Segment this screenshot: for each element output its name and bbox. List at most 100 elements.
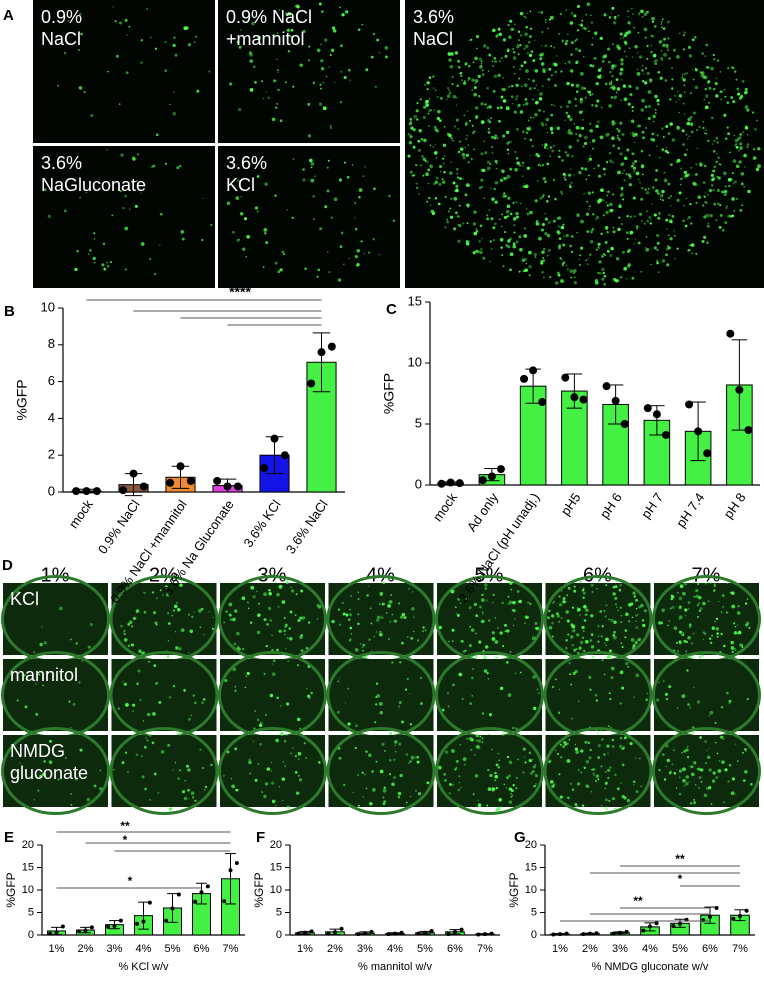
x-tick-label: 4% (642, 943, 658, 955)
cell-dot (671, 138, 676, 142)
cell-dot (673, 649, 676, 652)
cell-dot (688, 248, 691, 252)
micrograph-label: 0.9% (41, 7, 82, 27)
cell-dot (735, 164, 740, 169)
cell-dot (596, 588, 598, 590)
cell-dot (578, 110, 583, 115)
cell-dot (660, 57, 664, 61)
micrograph (545, 659, 651, 731)
cell-dot (693, 595, 696, 598)
cell-dot (599, 609, 603, 613)
cell-dot (330, 216, 333, 219)
cell-dot (742, 131, 744, 133)
cell-dot (681, 74, 684, 76)
cell-dot (711, 626, 715, 630)
cell-dot (631, 131, 635, 135)
cell-dot (547, 255, 549, 257)
cell-dot (731, 777, 735, 781)
cell-dot (598, 260, 602, 264)
cell-dot (39, 642, 43, 647)
cell-dot (722, 738, 725, 740)
cell-dot (616, 134, 619, 137)
cell-dot (585, 760, 590, 764)
cell-dot (184, 779, 186, 782)
cell-dot (704, 55, 707, 58)
cell-dot (552, 602, 554, 604)
cell-dot (683, 175, 687, 179)
cell-dot (613, 15, 617, 19)
cell-dot (581, 126, 585, 130)
cell-dot (590, 633, 594, 637)
cell-dot (542, 257, 545, 259)
cell-dot (479, 250, 483, 255)
cell-dot (683, 31, 686, 34)
cell-dot (557, 271, 560, 275)
cell-dot (276, 648, 279, 652)
cell-dot (212, 616, 214, 619)
x-tick-label: mock (66, 497, 96, 531)
cell-dot (182, 790, 186, 794)
cell-dot (627, 102, 631, 106)
cell-dot (377, 615, 381, 619)
cell-dot (678, 792, 682, 796)
cell-dot (682, 48, 685, 51)
cell-dot (369, 802, 373, 806)
cell-dot (612, 226, 615, 229)
cell-dot (464, 80, 466, 82)
cell-dot (704, 740, 707, 743)
cell-dot (295, 791, 300, 795)
y-tick-label: 10 (41, 299, 55, 314)
cell-dot (586, 212, 590, 216)
data-point (213, 476, 222, 485)
cell-dot (695, 128, 699, 132)
cell-dot (561, 192, 563, 195)
cell-dot (613, 64, 617, 68)
cell-dot (357, 598, 360, 601)
cell-dot (442, 157, 445, 160)
cell-dot (123, 638, 128, 642)
cell-dot (542, 176, 546, 181)
cell-dot (343, 783, 346, 787)
cell-dot (580, 86, 585, 90)
cell-dot (507, 153, 510, 155)
cell-dot (318, 761, 321, 764)
data-point (654, 921, 659, 926)
cell-dot (568, 145, 572, 149)
cell-dot (705, 43, 709, 47)
cell-dot (470, 628, 475, 632)
cell-dot (567, 586, 571, 590)
x-tick-label: 4% (387, 943, 403, 955)
cell-dot (534, 39, 536, 41)
cell-dot (590, 21, 594, 24)
cell-dot (524, 101, 529, 106)
cell-dot (534, 621, 538, 625)
cell-dot (686, 174, 689, 178)
cell-dot (706, 750, 708, 752)
cell-dot (236, 179, 240, 182)
cell-dot (63, 51, 67, 55)
cell-dot (339, 44, 343, 48)
cell-dot (230, 777, 233, 780)
cell-dot (610, 246, 614, 251)
cell-dot (683, 170, 688, 175)
cell-dot (608, 104, 612, 108)
cell-dot (518, 235, 522, 239)
cell-dot (498, 119, 501, 123)
cell-dot (546, 233, 551, 238)
cell-dot (572, 606, 575, 609)
cell-dot (541, 222, 545, 227)
cell-dot (617, 227, 621, 232)
cell-dot (656, 134, 659, 137)
cell-dot (409, 135, 413, 139)
cell-dot (379, 769, 384, 774)
cell-dot (558, 773, 561, 776)
cell-dot (607, 47, 610, 51)
cell-dot (721, 594, 725, 598)
cell-dot (755, 167, 760, 172)
cell-dot (553, 104, 556, 107)
cell-dot (284, 625, 287, 628)
cell-dot (621, 132, 625, 136)
cell-dot (502, 645, 505, 648)
cell-dot (612, 193, 615, 196)
cell-dot (595, 248, 598, 251)
